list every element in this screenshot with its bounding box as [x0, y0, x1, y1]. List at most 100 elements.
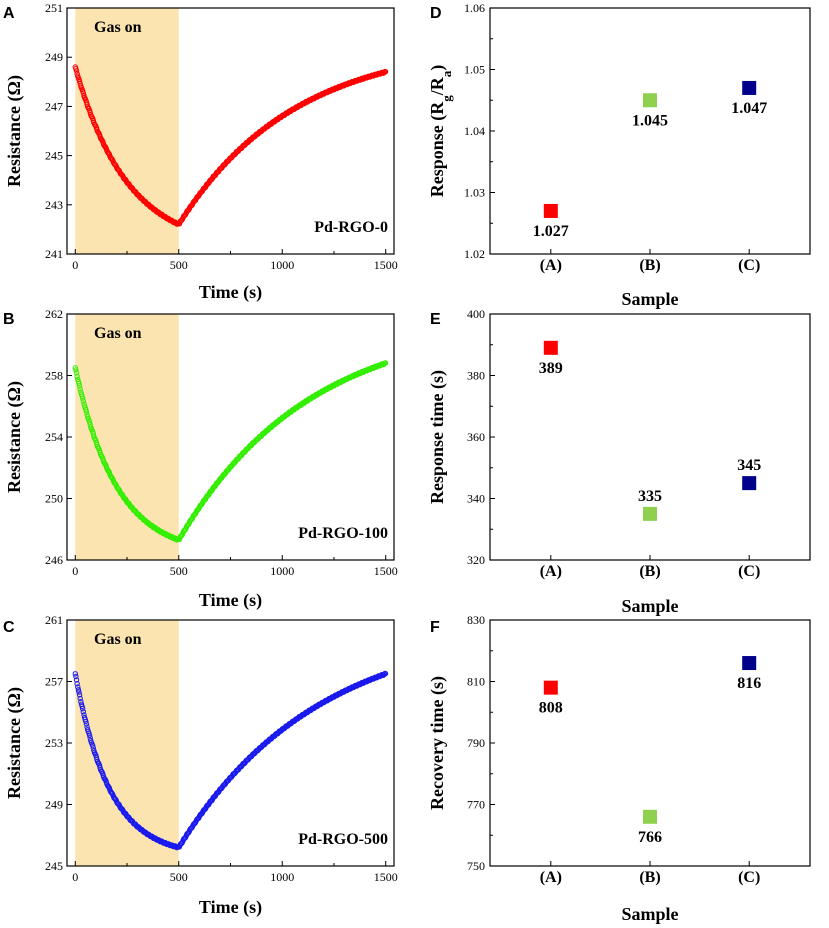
y-tick-label: 247 [45, 99, 63, 113]
x-tick-label: (A) [540, 257, 562, 274]
data-point [77, 695, 83, 702]
data-point [80, 88, 86, 94]
data-point [83, 721, 90, 727]
data-series-pd-rgo-100 [72, 360, 389, 543]
panel-a: 0 500 1000 1500 241 243 245 247 249 251 Gas on Pd-R… [3, 1, 398, 303]
data-point [79, 703, 85, 710]
sample-name: Pd-RGO-0 [314, 219, 388, 236]
data-point [83, 406, 89, 413]
x-axis-label: Time (s) [199, 282, 262, 303]
data-marker-a [543, 203, 558, 218]
y-tick-label: 241 [45, 247, 63, 261]
x-axis-label: Sample [621, 596, 678, 616]
x-axis-label: Sample [621, 904, 678, 924]
data-label: 389 [539, 360, 563, 377]
data-label: 816 [737, 675, 761, 692]
y-tick-label: 790 [467, 736, 485, 750]
y-tick-label: 249 [45, 50, 63, 64]
y-tick-label: 261 [45, 613, 63, 627]
x-tick-label: 1500 [374, 870, 398, 884]
y-tick-label: 257 [45, 675, 63, 689]
data-point [80, 395, 86, 401]
x-tick-label: 1000 [270, 258, 294, 272]
data-marker-c [742, 80, 757, 95]
y-axis-label: Resistance (Ω) [4, 75, 25, 187]
data-point [90, 428, 96, 435]
x-tick-label: 500 [170, 564, 188, 578]
data-point [74, 681, 80, 687]
y-axis-label: Response time (s) [427, 370, 448, 504]
x-tick-label: 0 [72, 258, 78, 272]
data-point [75, 687, 82, 693]
data-marker-b [643, 506, 657, 521]
y-label-subscript: a [439, 70, 454, 77]
data-marker-b [643, 93, 657, 108]
y-tick-label: 830 [467, 613, 485, 627]
y-axis-label: Recovery time (s) [427, 676, 448, 810]
x-tick-label: 0 [72, 564, 78, 578]
gas-on-label: Gas on [94, 631, 142, 648]
y-tick-label: 250 [45, 492, 63, 506]
gas-on-region [75, 314, 179, 560]
y-tick-label: 360 [467, 430, 485, 444]
y-tick-label: 249 [45, 798, 63, 812]
sample-name: Pd-RGO-500 [298, 831, 388, 848]
panel-e: 320 340 360 380 400 (A) 389 (B) 335 (C) 345 E Sample… [427, 307, 811, 616]
x-tick-label: 0 [72, 870, 78, 884]
panel-letter: D [430, 5, 442, 22]
y-tick-label: 1.02 [464, 247, 485, 261]
y-tick-label: 770 [467, 798, 485, 812]
data-point [382, 360, 389, 366]
x-tick-label: 1500 [374, 564, 398, 578]
x-tick-label: 500 [170, 870, 188, 884]
data-point [74, 373, 80, 379]
data-marker-c [742, 656, 757, 671]
y-tick-label: 245 [45, 859, 63, 873]
data-point [83, 409, 90, 415]
y-label-part: /R [427, 76, 447, 96]
y-tick-label: 380 [467, 369, 485, 383]
y-tick-label: 1.04 [464, 124, 485, 138]
y-tick-label: 340 [467, 492, 485, 506]
data-marker-b [643, 809, 657, 824]
data-marker-c [742, 476, 757, 491]
y-tick-label: 243 [45, 198, 63, 212]
data-label: 766 [638, 829, 662, 846]
x-tick-label: 1000 [270, 564, 294, 578]
data-marker-a [543, 680, 558, 695]
panel-b: 0 500 1000 1500 246 250 254 258 262 Gas on Pd-RGO-… [3, 307, 398, 611]
y-tick-label: 320 [467, 553, 485, 567]
x-tick-label: (B) [639, 257, 660, 274]
data-point [80, 398, 87, 404]
x-axis-label: Time (s) [199, 590, 262, 611]
y-tick-label: 253 [45, 736, 63, 750]
panel-letter: C [3, 619, 15, 636]
y-tick-label: 258 [45, 369, 63, 383]
x-tick-label: 1000 [270, 870, 294, 884]
y-label-part: ) [427, 65, 448, 71]
data-label: 345 [737, 457, 761, 474]
x-tick-label: 1500 [374, 258, 398, 272]
panel-c: 0 500 1000 1500 245 249 253 257 261 Gas on Pd-RGO-… [3, 613, 398, 918]
y-tick-label: 1.05 [464, 63, 485, 77]
data-point [73, 677, 80, 683]
data-label: 1.047 [731, 100, 767, 117]
data-point [83, 718, 89, 725]
data-point [90, 742, 96, 749]
x-tick-label: (B) [639, 563, 660, 580]
data-point [86, 732, 93, 738]
x-tick-label: (C) [738, 869, 760, 886]
data-point [80, 709, 87, 715]
panel-letter: B [3, 311, 15, 328]
y-tick-label: 254 [45, 430, 63, 444]
x-tick-label: (B) [639, 869, 660, 886]
y-label-subscript: g [439, 95, 454, 102]
data-point [77, 386, 83, 392]
data-point [72, 365, 79, 371]
y-tick-label: 1.03 [464, 186, 485, 200]
x-tick-label: (C) [738, 563, 760, 580]
panel-f: 750 770 790 810 830 (A) 808 (B) 766 (C) 816 F Sample… [427, 613, 811, 924]
y-tick-label: 262 [45, 307, 63, 321]
data-label: 808 [539, 700, 563, 717]
